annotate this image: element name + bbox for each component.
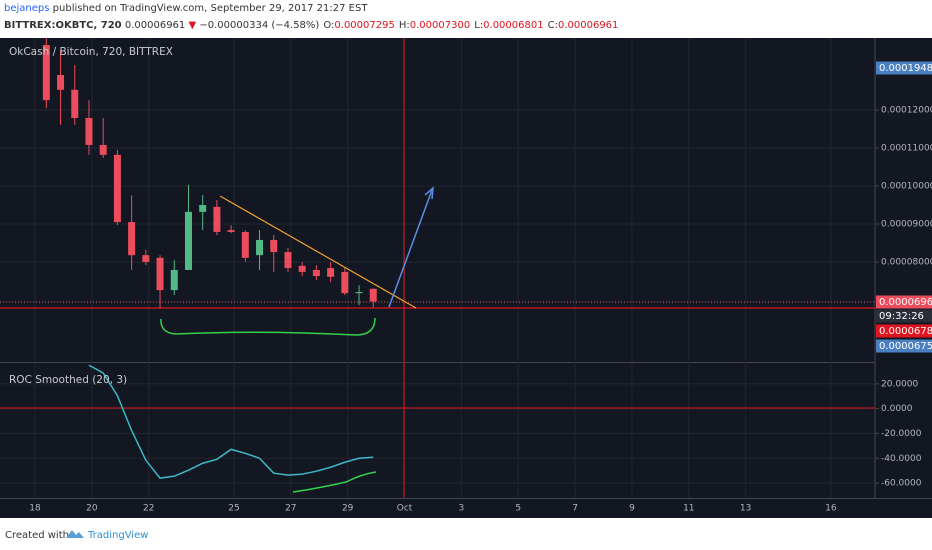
y-tick-label: 0.0000 — [881, 404, 913, 414]
x-tick-label: Oct — [397, 504, 413, 514]
ohlc-key: C: — [548, 20, 558, 31]
indicator-line — [88, 364, 374, 479]
candle-body — [241, 231, 249, 258]
ohlc: O:0.00007295 H:0.00007300 L:0.00006801 C:0.… — [323, 20, 618, 31]
candle-body — [57, 75, 65, 90]
candle-body — [256, 239, 264, 256]
chart-bg — [0, 38, 932, 518]
roc-pane — [88, 364, 374, 479]
y-tick-label: 0.00011000 — [881, 144, 932, 154]
y-tick-label: -60.0000 — [881, 479, 922, 489]
price-marker-label: 0.00006961 — [879, 297, 932, 308]
price-marker-label: 09:32:26 — [879, 311, 924, 322]
x-tick-label: 7 — [572, 504, 578, 514]
x-tick-label: 9 — [629, 504, 635, 514]
x-tick-label: 16 — [825, 504, 837, 514]
arrow-line — [388, 189, 433, 308]
chart-title: OkCash / Bitcoin, 720, BITTREX — [9, 46, 173, 58]
candle-body — [213, 206, 221, 232]
main-pane — [42, 38, 377, 309]
change: −0.00000334 (−4.58%) — [199, 20, 319, 31]
x-tick-label: 13 — [740, 504, 751, 514]
ohlc-value: 0.00006961 — [558, 20, 618, 31]
candle-body — [298, 265, 306, 272]
published: published on TradingView.com, September … — [53, 3, 369, 14]
bracket — [160, 317, 376, 336]
last: 0.00006961 — [125, 20, 185, 31]
y-tick-label: 20.0000 — [881, 379, 918, 389]
ohlc-value: 0.00007295 — [334, 20, 394, 31]
candle-body — [128, 222, 136, 256]
publisher[interactable]: bejaneps — [4, 3, 49, 14]
y-tick-label: 0.00008000 — [881, 257, 932, 267]
candle-body — [99, 144, 107, 155]
x-tick-label: 22 — [143, 504, 154, 514]
x-tick-label: 18 — [29, 504, 41, 514]
x-tick-label: 20 — [86, 504, 98, 514]
ohlc-value: 0.00006801 — [483, 20, 543, 31]
ohlc-value: 0.00007300 — [410, 20, 470, 31]
candle-body — [199, 204, 207, 212]
x-tick-label: 5 — [515, 504, 521, 514]
footer-bg — [0, 518, 932, 550]
symbol: BITTREX:OKBTC, 720 — [4, 20, 122, 31]
candle-body — [170, 269, 178, 291]
price-marker — [876, 324, 932, 338]
indicator-title: ROC Smoothed (20, 3) — [9, 374, 127, 386]
price-marker-label: 0.00006785 — [879, 326, 932, 337]
ohlc-key: O: — [323, 20, 334, 31]
candle-body — [156, 257, 164, 291]
price-marker — [876, 309, 932, 323]
candle-body — [327, 268, 335, 277]
candle-body — [71, 89, 79, 118]
x-tick-label: 3 — [459, 504, 465, 514]
y-tick-label: 0.00010000 — [881, 181, 932, 191]
grid — [0, 38, 875, 498]
arrow-head — [424, 186, 434, 200]
price-marker — [876, 61, 932, 75]
price-marker — [876, 295, 932, 309]
candle-body — [184, 211, 192, 270]
footer-created: Created with — [5, 530, 69, 541]
ohlc-key: L: — [474, 20, 483, 31]
roc-trend — [292, 471, 377, 493]
y-tick-label: -20.0000 — [881, 429, 922, 439]
candle-body — [369, 288, 377, 302]
candle-body — [341, 271, 349, 294]
footer-brand[interactable]: TradingView — [87, 530, 148, 541]
x-tick-label: 25 — [228, 504, 239, 514]
candle-body — [42, 45, 50, 101]
price-marker-label: 0.00019489 — [879, 63, 932, 74]
candle-body — [113, 154, 121, 223]
header-line: bejaneps published on TradingView.com, S… — [4, 3, 368, 14]
logo — [66, 530, 84, 538]
price-marker — [876, 339, 932, 353]
candle-body — [85, 117, 93, 145]
arrow: ▼ — [188, 20, 196, 31]
trend-line — [219, 195, 417, 309]
y-tick-label: 0.00012000 — [881, 106, 932, 116]
candle-body — [142, 255, 150, 262]
x-tick-label: 29 — [342, 504, 354, 514]
symbol-line: BITTREX:OKBTC, 720 0.00006961 ▼ −0.00000… — [4, 20, 618, 31]
candle-body — [312, 269, 320, 277]
x-tick-label: 27 — [285, 504, 296, 514]
y-tick-label: 0.00009000 — [881, 219, 932, 229]
candle-body — [355, 292, 363, 294]
y-tick-label: -40.0000 — [881, 454, 922, 464]
candle-body — [227, 230, 235, 232]
header-bg — [0, 0, 932, 38]
ohlc-key: H: — [399, 20, 410, 31]
price-marker-label: 0.00006759 — [879, 341, 932, 352]
axes: 0.00008000 0.00009000 0.00010000 0.00011000… — [29, 61, 932, 514]
x-tick-label: 11 — [683, 504, 694, 514]
candle-body — [270, 239, 278, 253]
candle-body — [284, 252, 292, 269]
